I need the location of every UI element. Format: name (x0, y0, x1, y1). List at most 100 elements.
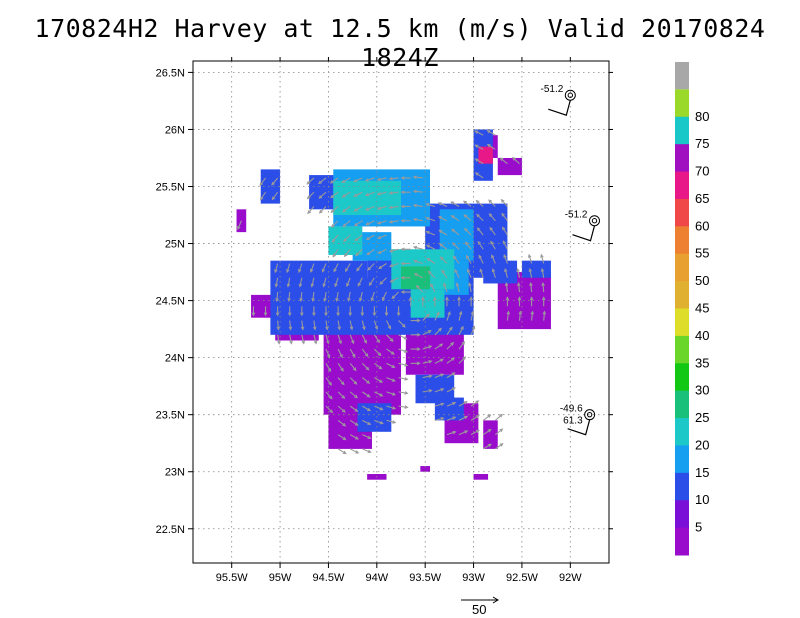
station-value-label-2: 61.3 (563, 416, 583, 427)
wind-vector (475, 172, 484, 179)
wind-vector-head (379, 420, 384, 425)
wind-vector-head (452, 255, 457, 260)
wind-vector-head (336, 312, 340, 317)
wind-vector (390, 277, 399, 283)
wind-vector-head (388, 176, 393, 181)
lon-tick-label: 93W (462, 572, 485, 584)
wind-vector (313, 334, 317, 344)
wind-vector-head (468, 282, 472, 287)
wind-vector-head (367, 407, 372, 412)
reference-vector-head (492, 596, 499, 604)
wind-vector-head (353, 380, 358, 385)
wind-vector-head (412, 203, 417, 208)
wind-vector-head (428, 374, 433, 379)
wind-vector-head (352, 367, 357, 372)
wind-vector (517, 268, 521, 278)
wind-vector-head (451, 242, 456, 246)
station-value-label: -49.6 (560, 404, 583, 415)
wind-vector (540, 254, 545, 264)
wind-vector-head (299, 297, 303, 303)
wind-vector (362, 448, 371, 453)
wind-vector (451, 215, 460, 222)
wind-vector (361, 391, 371, 398)
wind-vector (325, 405, 333, 413)
wind-vector (434, 358, 444, 364)
wind-vector-head (333, 268, 337, 273)
wind-vector (452, 242, 460, 250)
wind-vector-head (420, 296, 425, 301)
wind-vector-head (341, 194, 346, 198)
wind-vector (398, 391, 408, 394)
wind-vector (413, 204, 423, 208)
station-marker-inner (567, 92, 574, 98)
wind-vector-head (499, 443, 504, 447)
wind-vector-head (400, 275, 405, 280)
wind-vector-head (479, 268, 483, 273)
lat-tick-label: 25.5N (156, 182, 185, 194)
wind-vector (312, 291, 315, 302)
wind-vector (386, 377, 396, 382)
wind-vector (463, 214, 472, 222)
wind-vector (288, 291, 291, 302)
wind-vector (271, 191, 279, 200)
wind-vector-head (367, 421, 372, 425)
wind-vector (354, 220, 363, 227)
wind-vector-head (404, 391, 409, 395)
wind-vector (289, 334, 293, 344)
wind-vector-head (487, 443, 492, 448)
wind-vector-head (400, 290, 405, 294)
region-magenta-cell (478, 146, 493, 164)
wind-vector-head (387, 325, 392, 330)
wind-vector (441, 269, 448, 279)
wind-vector (505, 283, 508, 293)
wind-vector-head (318, 209, 323, 214)
wind-vector (501, 199, 508, 207)
wind-vector-head (428, 345, 433, 349)
wind-vector-head (379, 393, 384, 397)
wind-vector (506, 311, 510, 321)
wind-vector-head (452, 416, 457, 420)
wind-vector (354, 191, 363, 197)
wind-vector-head (287, 312, 292, 317)
wind-vector (467, 269, 472, 278)
wind-vector (494, 428, 503, 436)
wind-vector-head (447, 310, 451, 316)
wind-vector (489, 227, 496, 236)
wind-vector (373, 334, 380, 343)
wind-vector-head (339, 354, 343, 359)
region-purple-cell (483, 420, 498, 449)
wind-vector-head (326, 354, 331, 359)
wind-vector (377, 220, 387, 225)
wind-vector-head (358, 297, 363, 302)
wind-vector (362, 434, 371, 439)
wind-vector-head (275, 312, 280, 317)
colorbar-label: 15 (695, 465, 709, 480)
wind-vector (482, 443, 492, 450)
wind-vector-head (356, 267, 360, 272)
wind-vector-head (391, 392, 397, 396)
wind-vector-head (354, 394, 358, 399)
wind-vector (349, 434, 359, 440)
wind-vector-head (330, 194, 334, 199)
wind-vector-head (450, 201, 455, 205)
wind-vector-head (355, 450, 360, 454)
wind-vector-head (327, 368, 332, 373)
wind-vector (321, 263, 327, 273)
wind-vector-head (416, 361, 421, 366)
wind-vector-head (355, 436, 360, 440)
colorbar-label: 55 (695, 246, 709, 261)
wind-vector-head (517, 296, 522, 301)
wind-vector-head (470, 310, 475, 315)
wind-vector (502, 240, 508, 250)
wind-vector-head (391, 378, 396, 382)
wind-vector (337, 405, 346, 413)
wind-vector (330, 206, 339, 213)
region-purple-cell (420, 466, 431, 472)
wind-vector-head (353, 208, 358, 212)
wind-vector-head (464, 415, 469, 420)
wind-vector-head (263, 312, 268, 317)
wind-vector-head (353, 178, 358, 183)
wind-vector (500, 157, 508, 165)
wind-vector-head (379, 407, 384, 411)
wind-vector (482, 429, 492, 436)
